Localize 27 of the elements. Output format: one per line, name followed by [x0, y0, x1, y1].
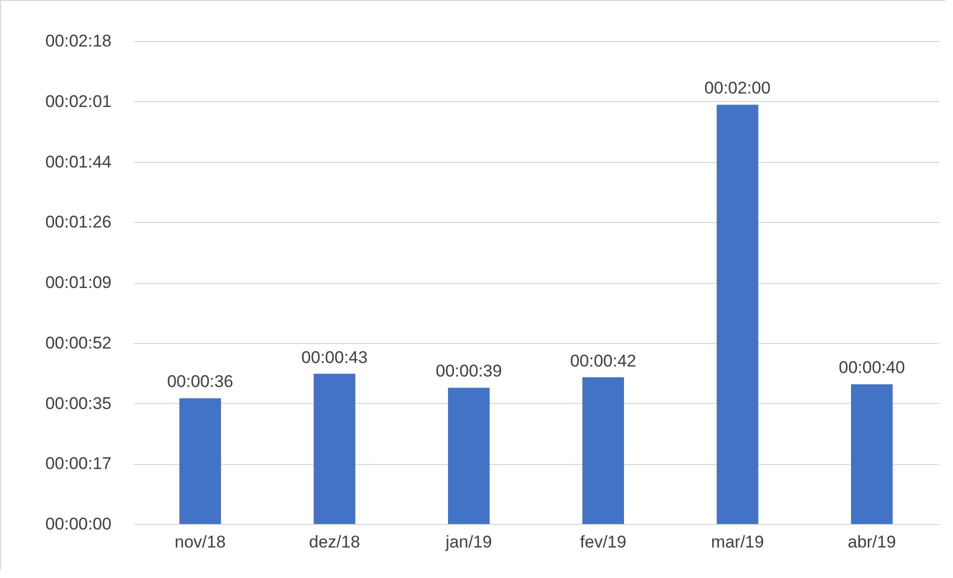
- bar: [582, 377, 624, 524]
- y-tick-label: 00:01:09: [45, 273, 112, 292]
- bar: [314, 374, 356, 524]
- y-tick-label: 00:00:17: [45, 454, 112, 474]
- x-tick-label: abr/19: [848, 532, 896, 552]
- y-tick-label: 00:01:44: [45, 152, 112, 172]
- y-tick-label: 00:01:26: [45, 212, 112, 232]
- bar: [448, 388, 490, 524]
- data-label: 00:00:43: [301, 348, 368, 367]
- y-tick-label: 00:00:52: [45, 333, 112, 352]
- bar: [179, 398, 221, 524]
- y-tick-label: 00:00:35: [45, 394, 112, 413]
- bar: [716, 104, 758, 524]
- data-label: 00:00:42: [570, 351, 636, 370]
- bar: [851, 384, 893, 524]
- x-tick-label: mar/19: [711, 532, 764, 552]
- x-tick-label: jan/19: [444, 532, 492, 552]
- x-tick-label: nov/18: [174, 532, 226, 552]
- y-tick-label: 00:00:00: [45, 514, 112, 534]
- y-tick-label: 00:02:01: [45, 92, 112, 111]
- data-label: 00:00:39: [436, 362, 502, 381]
- y-tick-label: 00:02:18: [45, 32, 112, 50]
- data-label: 00:02:00: [704, 78, 771, 98]
- data-label: 00:00:36: [167, 372, 234, 392]
- data-label: 00:00:40: [838, 358, 905, 378]
- x-tick-label: fev/19: [580, 532, 626, 552]
- x-tick-label: dez/18: [308, 532, 360, 552]
